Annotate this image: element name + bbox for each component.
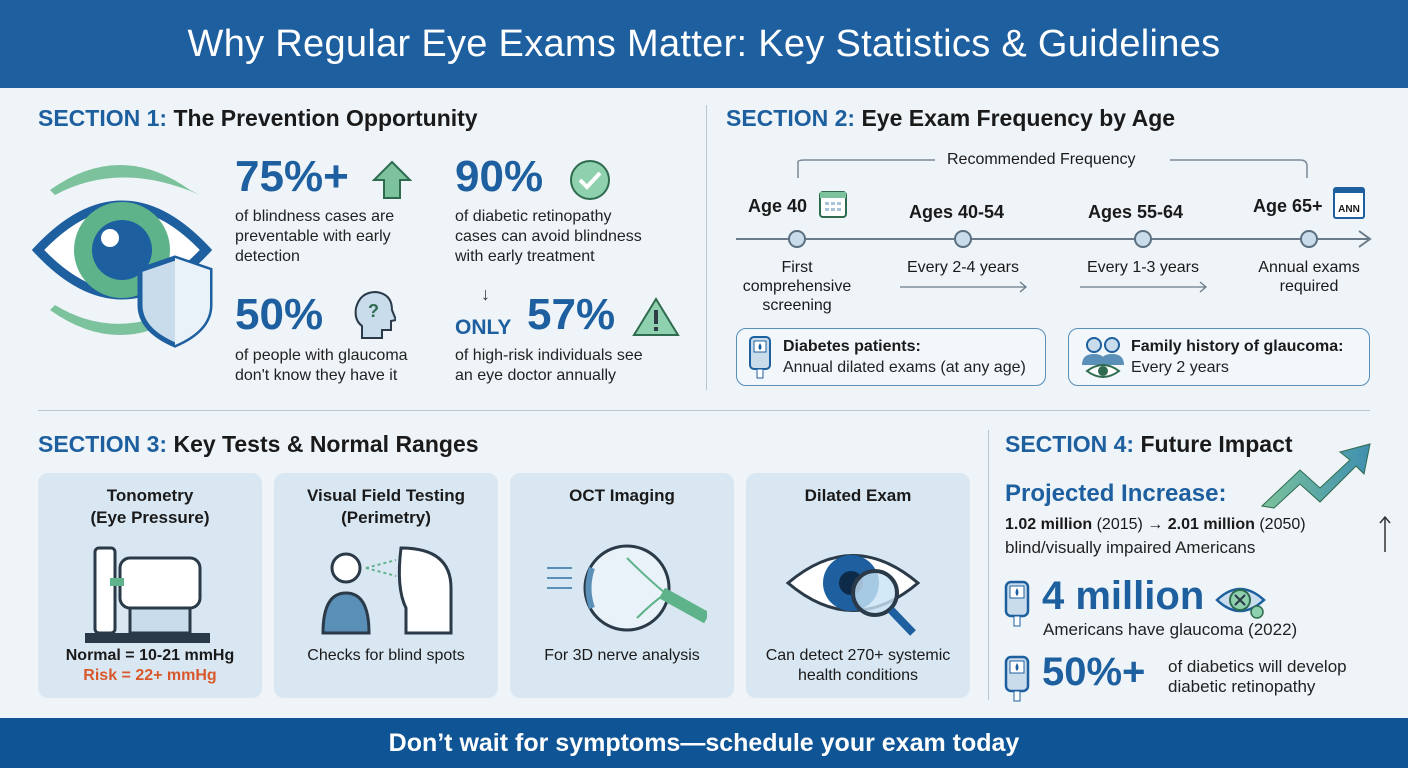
- arrow-icon: [1080, 281, 1208, 293]
- down-arrow-icon: ↓: [481, 284, 490, 304]
- stat-description: of blindness cases are preventable with e…: [235, 208, 395, 265]
- stage-description: Annual exams required: [1258, 259, 1360, 295]
- test-description: For 3D nerve analysis: [544, 647, 700, 664]
- diabetic-stat: 50%+: [1042, 650, 1146, 694]
- divider: [38, 410, 1370, 411]
- stat-value: 50%: [235, 290, 324, 339]
- stat-value: 57%: [527, 290, 616, 339]
- test-description: Can detect 270+ systemic health condition…: [765, 647, 951, 684]
- arrow-icon: [900, 281, 1028, 293]
- projection-text: blind/visually impaired Americans: [1005, 538, 1256, 557]
- note-family-history: Family history of glaucoma: Every 2 year…: [1068, 328, 1370, 386]
- trend-up-arrow-icon: [1260, 443, 1371, 509]
- note-title: Diabetes patients:: [783, 338, 921, 355]
- eye-x-icon: [1215, 587, 1266, 619]
- age-label: Ages 55-64: [1088, 202, 1184, 222]
- note-text: Every 2 years: [1131, 359, 1229, 376]
- divider: [988, 430, 989, 700]
- section1-heading: SECTION 1: The Prevention Opportunity: [38, 105, 478, 131]
- section3-heading: SECTION 3: Key Tests & Normal Ranges: [38, 431, 479, 457]
- note-text: Annual dilated exams (at any age): [783, 359, 1026, 376]
- tonometer-icon: [85, 546, 210, 643]
- check-circle-icon: [570, 160, 610, 200]
- stat-description: of people with glaucoma don't know they h…: [235, 347, 408, 384]
- timeline-arrow: [736, 230, 1372, 248]
- stat-description: of diabetic retinopathy cases can avoid b…: [455, 208, 642, 265]
- calendar-annual-icon: ANN: [1333, 187, 1365, 219]
- timeline-node: [954, 230, 972, 248]
- test-normal-range: Normal = 10-21 mmHg: [65, 647, 235, 664]
- divider: [706, 105, 707, 390]
- eye-shield-illustration: [31, 165, 213, 348]
- test-risk-range: Risk = 22+ mmHg: [83, 667, 217, 684]
- note-title: Family history of glaucoma:: [1131, 338, 1344, 355]
- test-card-tonometry: Tonometry (Eye Pressure) Normal = 10-21 m…: [38, 473, 262, 698]
- test-description: Checks for blind spots: [307, 647, 465, 664]
- bracket-label: Recommended Frequency: [947, 151, 1136, 168]
- projection-line: 1.02 million (2015) → 2.01 million (2050…: [1005, 516, 1306, 533]
- projected-heading: Projected Increase:: [1005, 480, 1227, 507]
- test-card-visual-field: Visual Field Testing (Perimetry) Checks f…: [274, 473, 498, 698]
- calendar-icon: [819, 191, 847, 218]
- perimetry-icon: [321, 546, 453, 635]
- timeline-node: [1300, 230, 1318, 248]
- up-arrow-icon: [1379, 515, 1391, 552]
- only-label: ONLY: [455, 316, 512, 339]
- note-diabetes: Diabetes patients: Annual dilated exams …: [736, 328, 1046, 386]
- bracket-line: [797, 159, 1308, 178]
- stat-description: of high-risk individuals see an eye docto…: [455, 347, 643, 384]
- stat-value: 90%: [455, 152, 544, 201]
- stage-description: Every 1-3 years: [1086, 259, 1200, 276]
- diabetic-text: of diabetics will develop diabetic retino…: [1168, 657, 1347, 696]
- test-name: Tonometry (Eye Pressure): [90, 486, 210, 527]
- eyeball-cross-section-icon: [547, 544, 707, 632]
- timeline-node: [788, 230, 806, 248]
- glucose-meter-icon: [749, 336, 771, 379]
- family-eye-icon: [1082, 337, 1124, 378]
- arrow-up-icon: [372, 160, 412, 199]
- glucose-meter-icon: [1004, 655, 1030, 702]
- stage-description: Every 2-4 years: [906, 259, 1020, 276]
- eye-magnifier-icon: [785, 554, 921, 636]
- test-name: Visual Field Testing (Perimetry): [306, 486, 466, 527]
- test-card-dilated: Dilated Exam Can detect 270+ systemic hea…: [746, 473, 970, 698]
- test-name: Dilated Exam: [804, 486, 912, 505]
- page-title: Why Regular Eye Exams Matter: Key Statis…: [0, 0, 1408, 88]
- section2-heading: SECTION 2: Eye Exam Frequency by Age: [726, 105, 1176, 131]
- head-question-icon: ?: [354, 290, 396, 339]
- stage-description: First comprehensive screening: [742, 259, 852, 314]
- age-label: Age 40: [748, 196, 808, 216]
- timeline-node: [1134, 230, 1152, 248]
- svg-text:?: ?: [368, 301, 379, 321]
- test-name: OCT Imaging: [569, 486, 675, 505]
- glucose-meter-icon: [1004, 580, 1030, 627]
- section4-heading: SECTION 4: Future Impact: [1005, 431, 1293, 457]
- glaucoma-count: 4 million: [1042, 574, 1205, 618]
- test-card-oct: OCT Imaging For 3D nerve analysis: [510, 473, 734, 698]
- footer-cta: Don’t wait for symptoms—schedule your ex…: [0, 718, 1408, 768]
- age-label: Age 65+: [1253, 196, 1323, 216]
- warning-icon: [632, 297, 680, 336]
- stat-value: 75%+: [235, 152, 349, 201]
- age-label: Ages 40-54: [909, 202, 1005, 222]
- glaucoma-text: Americans have glaucoma (2022): [1043, 620, 1298, 639]
